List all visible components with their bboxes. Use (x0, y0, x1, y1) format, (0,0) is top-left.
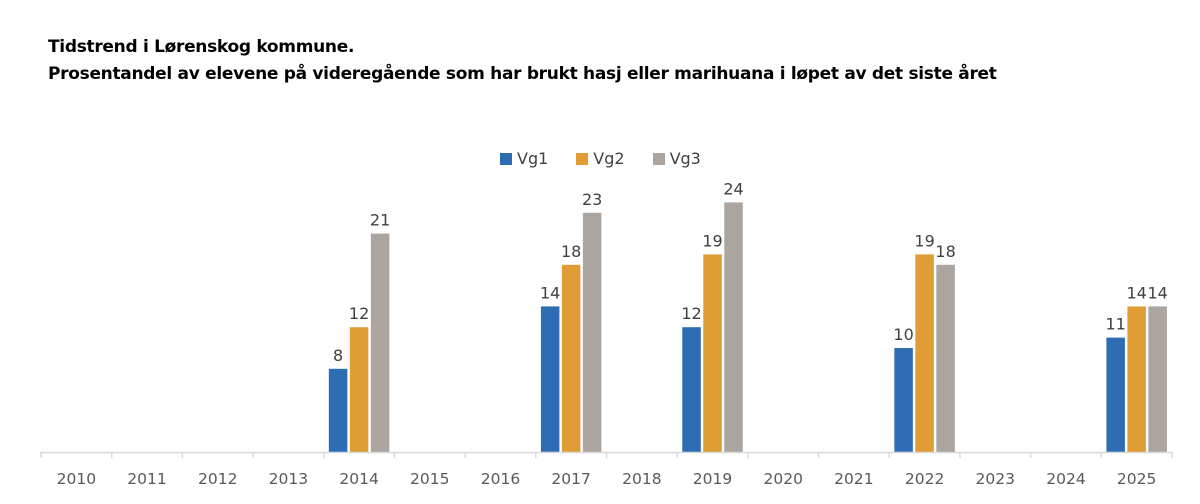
bar-vg1-2025 (1106, 337, 1125, 452)
data-label: 18 (935, 242, 955, 261)
data-label: 19 (914, 231, 934, 250)
bar-vg3-2014 (370, 233, 390, 452)
data-label: 14 (1126, 283, 1146, 302)
data-label: 21 (370, 211, 390, 230)
bar-vg1-2019 (682, 327, 701, 452)
data-label: 12 (349, 304, 369, 323)
x-tick-label: 2021 (834, 470, 873, 488)
x-tick-label: 2022 (905, 470, 944, 488)
data-label: 24 (723, 179, 743, 198)
bar-vg2-2025 (1127, 306, 1146, 452)
data-label: 14 (1147, 283, 1167, 302)
bar-vg3-2017 (582, 212, 602, 452)
x-tick-label: 2015 (410, 470, 449, 488)
bar-vg2-2019 (703, 254, 722, 452)
data-label: 11 (1105, 315, 1125, 334)
data-label: 8 (333, 346, 343, 365)
data-label: 14 (540, 283, 560, 302)
x-tick-label: 2012 (198, 470, 237, 488)
legend-swatch-vg3 (652, 152, 665, 165)
bar-vg3-2019 (724, 202, 743, 452)
bar-vg2-2014 (349, 327, 369, 452)
data-label: 10 (893, 325, 913, 344)
chart-title-block: Tidstrend i Lørenskog kommune. Prosentan… (48, 34, 997, 88)
bar-vg3-2022 (936, 264, 955, 452)
x-axis: 2010 2011 2012 2013 2014 2015 2016 2017 2018 2019… (40, 451, 1173, 488)
x-tick-label: 2011 (127, 470, 166, 488)
x-tick-label: 2017 (551, 470, 590, 488)
x-tick-label: 2020 (763, 470, 802, 488)
bar-vg1-2022 (894, 348, 913, 452)
legend: Vg1 Vg2 Vg3 (500, 149, 701, 168)
bar-vg3-2025 (1148, 306, 1167, 452)
legend-item-vg2: Vg2 (576, 149, 625, 168)
chart-subtitle: Prosentandel av elevene på videregående … (48, 64, 997, 84)
bars-layer (328, 202, 1167, 452)
x-tick-label: 2013 (269, 470, 308, 488)
legend-item-vg1: Vg1 (500, 149, 548, 168)
legend-swatch-vg1 (500, 152, 512, 165)
bar-vg2-2017 (561, 264, 581, 452)
x-tick-label: 2025 (1117, 470, 1156, 488)
x-tick-label: 2023 (976, 470, 1015, 488)
chart-title: Tidstrend i Lørenskog kommune. (48, 37, 355, 57)
legend-item-vg3: Vg3 (652, 149, 701, 168)
bar-vg1-2014 (328, 368, 348, 452)
data-label: 23 (582, 190, 602, 209)
x-tick-label: 2018 (622, 470, 661, 488)
x-tick-label: 2024 (1046, 470, 1085, 488)
bar-vg1-2017 (540, 306, 560, 452)
legend-label-vg2: Vg2 (593, 149, 625, 168)
x-tick-label: 2019 (693, 470, 732, 488)
data-label: 12 (681, 304, 701, 323)
data-label: 19 (702, 231, 722, 250)
x-tick-label: 2014 (339, 470, 378, 488)
x-tick-label: 2016 (481, 470, 520, 488)
legend-swatch-vg2 (576, 152, 589, 165)
bar-vg2-2022 (915, 254, 934, 452)
x-tick-label: 2010 (57, 470, 96, 488)
data-label: 18 (561, 242, 581, 261)
legend-label-vg3: Vg3 (669, 149, 701, 168)
legend-label-vg1: Vg1 (517, 149, 549, 168)
